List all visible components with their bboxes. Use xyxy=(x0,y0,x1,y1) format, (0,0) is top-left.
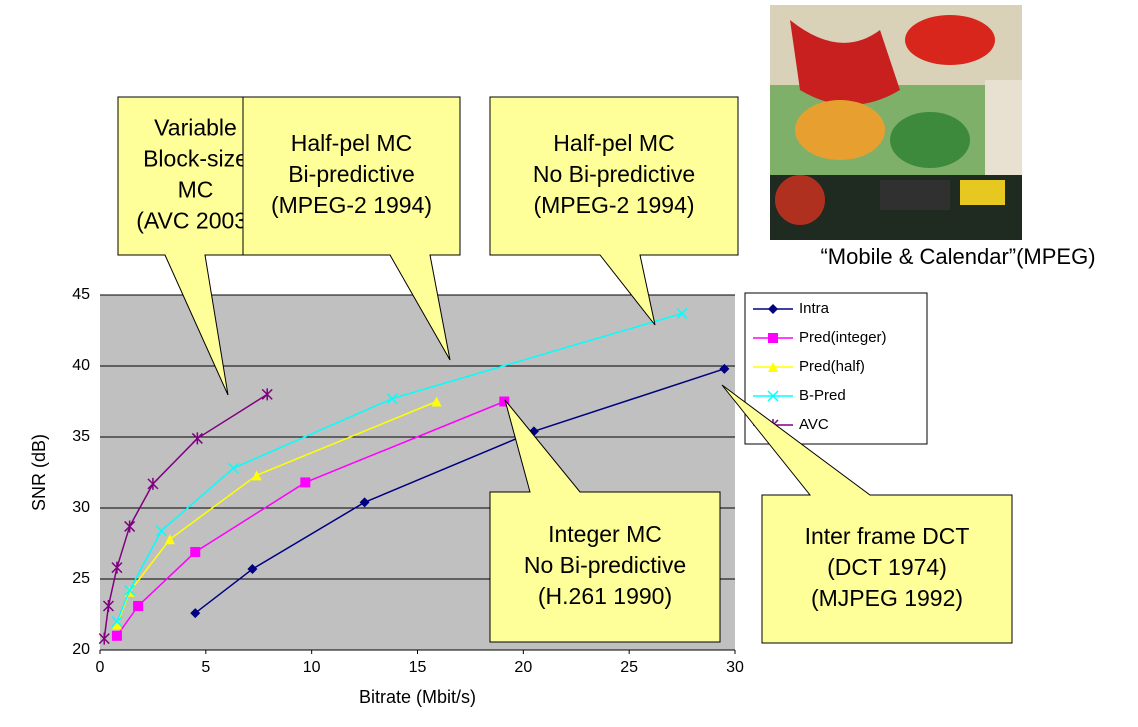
x-tick-label: 20 xyxy=(514,659,532,676)
callout-text: (AVC 2003) xyxy=(136,208,254,234)
x-tick-label: 25 xyxy=(620,659,638,676)
callout-text: Half-pel MC xyxy=(553,130,674,156)
legend-label: Intra xyxy=(799,300,830,317)
y-axis-label: SNR (dB) xyxy=(29,434,49,511)
legend-label: AVC xyxy=(799,416,829,433)
image-caption: “Mobile & Calendar”(MPEG) xyxy=(820,244,1095,269)
callout-text: No Bi-predictive xyxy=(533,161,695,187)
callout-text: (MJPEG 1992) xyxy=(811,585,963,611)
callout-text: (H.261 1990) xyxy=(538,583,672,609)
callout-text: MC xyxy=(178,177,214,203)
photo xyxy=(770,5,1022,240)
y-tick-label: 45 xyxy=(72,286,90,303)
marker xyxy=(112,631,122,641)
legend-label: B-Pred xyxy=(799,387,846,404)
legend-label: Pred(half) xyxy=(799,358,865,375)
x-tick-label: 0 xyxy=(96,659,105,676)
x-tick-label: 10 xyxy=(303,659,321,676)
page: “Mobile & Calendar”(MPEG) 20 25 30 35 40 45 0 5… xyxy=(0,0,1138,727)
x-tick-label: 15 xyxy=(409,659,427,676)
x-tick-label: 5 xyxy=(201,659,210,676)
callout-text: Block-size xyxy=(143,146,248,172)
x-axis-label: Bitrate (Mbit/s) xyxy=(359,687,476,707)
y-tick-label: 20 xyxy=(72,641,90,658)
marker xyxy=(133,601,143,611)
callout-text: Bi-predictive xyxy=(288,161,415,187)
y-tick-label: 35 xyxy=(72,428,90,445)
callout-text: Inter frame DCT xyxy=(805,523,970,549)
marker xyxy=(190,547,200,557)
marker xyxy=(768,333,778,343)
callout: Half-pel MC No Bi-predictive (MPEG-2 1994) xyxy=(490,97,738,325)
y-tick-label: 40 xyxy=(72,357,90,374)
y-tick-label: 30 xyxy=(72,499,90,516)
callout-text: No Bi-predictive xyxy=(524,552,686,578)
callout-text: Half-pel MC xyxy=(291,130,412,156)
callout-text: (MPEG-2 1994) xyxy=(533,192,694,218)
marker xyxy=(300,477,310,487)
x-tick-label: 30 xyxy=(726,659,744,676)
callout-text: (MPEG-2 1994) xyxy=(271,192,432,218)
callout-text: Variable xyxy=(154,115,237,141)
legend-label: Pred(integer) xyxy=(799,329,887,346)
callout-text: Integer MC xyxy=(548,521,662,547)
callout-text: (DCT 1974) xyxy=(827,554,947,580)
y-tick-label: 25 xyxy=(72,570,90,587)
